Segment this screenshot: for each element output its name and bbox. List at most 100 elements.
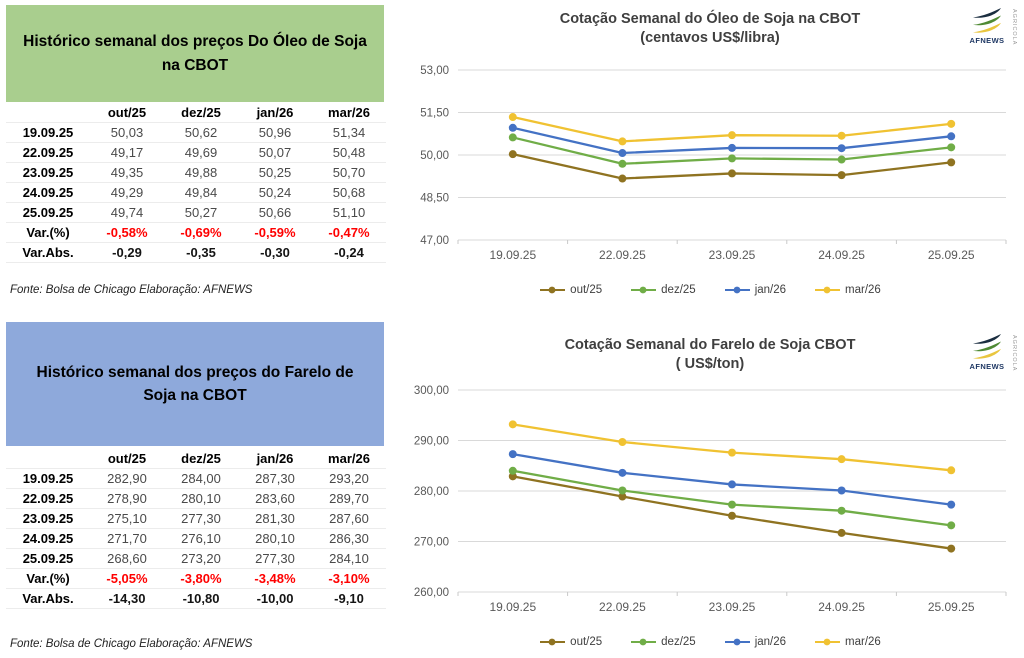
column-header	[6, 103, 90, 123]
y-tick-label: 51,50	[420, 108, 449, 120]
column-header: jan/26	[256, 451, 294, 466]
cell: 275,10	[107, 511, 147, 526]
cell: -10,00	[256, 591, 294, 606]
meal-price-table: out/25 dez/25 jan/26 mar/26 19.09.25 282,90 28…	[6, 449, 386, 609]
table-row: Var.Abs. -0,29 -0,35 -0,30 -0,24	[6, 243, 386, 263]
cell: 280,10	[181, 491, 221, 506]
row-label: 23.09.25	[22, 511, 74, 526]
cell: 281,30	[255, 511, 295, 526]
legend-item: dez/25	[630, 284, 696, 296]
data-point-marker	[728, 511, 736, 520]
table-row: 22.09.25 278,90 280,10 283,60 289,70	[6, 489, 386, 509]
legend-label: jan/26	[754, 284, 787, 296]
data-point-marker	[618, 137, 627, 146]
data-point-marker	[837, 486, 846, 495]
cell: -9,10	[334, 591, 364, 606]
y-tick-label: 47,00	[420, 235, 449, 247]
data-point-marker	[508, 420, 517, 429]
row-label: 25.09.25	[22, 551, 74, 566]
legend-item: jan/26	[724, 284, 786, 296]
cell: 49,69	[184, 145, 218, 160]
row-label: 24.09.25	[22, 185, 74, 200]
column-header: dez/25	[181, 451, 221, 466]
cell: 50,03	[110, 125, 144, 140]
logo-text: AFNEWS	[969, 36, 1005, 45]
data-point-marker	[947, 466, 956, 475]
cell: -0,30	[260, 245, 290, 260]
table-row: 25.09.25 49,74 50,27 50,66 51,10	[6, 203, 386, 223]
y-tick-label: 300,00	[414, 385, 449, 397]
data-point-marker	[618, 149, 627, 158]
legend-marker-icon	[724, 286, 750, 294]
leaf-logo-icon	[973, 334, 1001, 359]
y-tick-label: 270,00	[414, 537, 449, 549]
legend-marker-icon	[815, 286, 841, 294]
source-note: Fonte: Bolsa de Chicago Elaboração: AFNE…	[10, 284, 253, 296]
data-point-marker	[728, 169, 736, 178]
legend-marker-icon	[631, 638, 657, 646]
data-point-marker	[947, 500, 956, 509]
row-label: Var.Abs.	[22, 245, 74, 260]
data-point-marker	[508, 466, 517, 475]
data-point-marker	[837, 528, 846, 537]
meal-chart-plot: 260,00 270,00 280,00 290,00 300,00 19.09.25 22…	[414, 385, 1007, 614]
table-header-row: out/25 dez/25 jan/26 mar/26	[6, 103, 386, 123]
data-point-marker	[618, 486, 627, 495]
row-label: 22.09.25	[22, 491, 74, 506]
cell: 280,10	[255, 531, 295, 546]
cell: 271,70	[107, 531, 147, 546]
cell: -5,05%	[106, 571, 148, 586]
legend-item: dez/25	[630, 636, 696, 648]
chart-title: Cotação Semanal do Farelo de Soja CBOT	[564, 337, 856, 353]
cell: 50,25	[258, 165, 292, 180]
meal-chart: Cotação Semanal do Farelo de Soja CBOT (…	[398, 330, 1022, 656]
row-label: 22.09.25	[22, 145, 74, 160]
data-point-marker	[618, 174, 627, 183]
cell: 282,90	[107, 471, 147, 486]
data-point-marker	[508, 133, 517, 142]
cell: 49,84	[184, 185, 218, 200]
data-point-marker	[837, 506, 846, 515]
cell: 273,20	[181, 551, 221, 566]
x-tick-label: 19.09.25	[489, 600, 536, 614]
legend-marker-icon	[540, 286, 566, 294]
cell: -3,80%	[180, 571, 222, 586]
data-point-marker	[947, 119, 956, 128]
cell: 268,60	[107, 551, 147, 566]
row-label: Var.Abs.	[22, 591, 74, 606]
afnews-logo: AFNEWS AGRICOLA	[960, 6, 1017, 64]
table-header-row: out/25 dez/25 jan/26 mar/26	[6, 449, 386, 469]
data-point-marker	[728, 131, 736, 140]
cell: -0,59%	[254, 225, 296, 240]
data-point-marker	[837, 455, 846, 464]
cell: -0,69%	[180, 225, 222, 240]
cell: -3,10%	[328, 571, 370, 586]
cell: 50,27	[184, 205, 218, 220]
cell: 286,30	[329, 531, 369, 546]
cell: 284,10	[329, 551, 369, 566]
cell: 49,74	[110, 205, 144, 220]
cell: -14,30	[108, 591, 146, 606]
cell: 287,60	[329, 511, 369, 526]
data-point-marker	[728, 154, 736, 163]
data-point-marker	[508, 472, 517, 481]
x-tick-label: 23.09.25	[709, 600, 756, 614]
cell: 287,30	[255, 471, 295, 486]
cell: 50,07	[258, 145, 292, 160]
legend-label: out/25	[570, 636, 603, 648]
row-label: 19.09.25	[22, 471, 74, 486]
logo-text: AFNEWS	[969, 362, 1005, 371]
data-point-marker	[508, 450, 517, 459]
data-point-marker	[947, 158, 956, 167]
legend-label: out/25	[570, 284, 603, 296]
x-tick-label: 24.09.25	[818, 600, 865, 614]
column-header: out/25	[107, 105, 147, 120]
data-point-marker	[618, 468, 627, 477]
cell: -0,24	[334, 245, 364, 260]
data-point-marker	[837, 171, 846, 180]
x-tick-label: 23.09.25	[709, 248, 756, 262]
table-row: 19.09.25 50,03 50,62 50,96 51,34	[6, 123, 386, 143]
data-point-marker	[837, 144, 846, 153]
legend-marker-icon	[540, 638, 566, 646]
table-row: 19.09.25 282,90 284,00 287,30 293,20	[6, 469, 386, 489]
